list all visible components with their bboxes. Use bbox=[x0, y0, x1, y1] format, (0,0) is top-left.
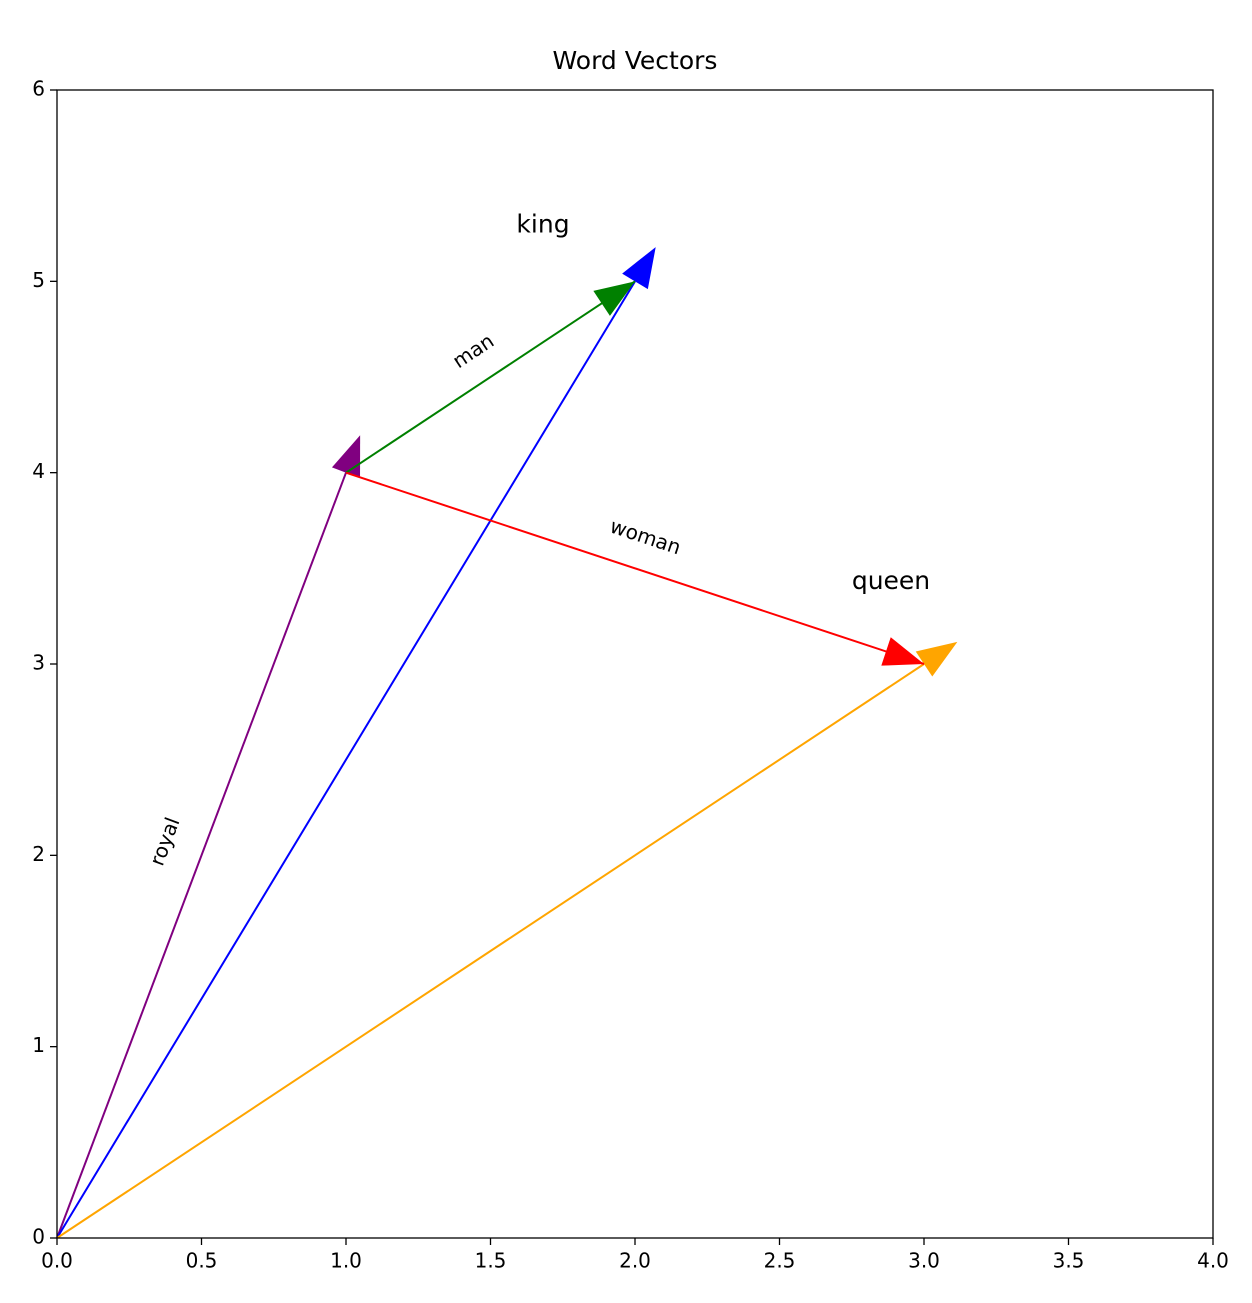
y-tick-label: 6 bbox=[32, 77, 45, 101]
arrow-head bbox=[593, 281, 635, 316]
x-tick-label: 4.0 bbox=[1197, 1249, 1229, 1273]
y-tick-label: 1 bbox=[32, 1033, 45, 1057]
vector-label: king bbox=[516, 209, 569, 238]
vector-line bbox=[345, 471, 925, 665]
vector-label: queen bbox=[852, 566, 930, 595]
vector-line bbox=[56, 472, 347, 1239]
chart-title: Word Vectors bbox=[553, 46, 718, 75]
vector bbox=[56, 247, 656, 1239]
arrow-head bbox=[881, 637, 924, 666]
y-tick-label: 4 bbox=[32, 459, 45, 483]
y-tick-label: 0 bbox=[32, 1225, 45, 1249]
vector-line bbox=[56, 663, 925, 1239]
x-tick-label: 1.0 bbox=[330, 1249, 362, 1273]
x-tick-label: 2.5 bbox=[764, 1249, 796, 1273]
x-tick-label: 3.0 bbox=[908, 1249, 940, 1273]
arrow-head bbox=[622, 247, 656, 290]
plot-frame bbox=[56, 89, 1214, 1239]
x-tick-label: 0.5 bbox=[186, 1249, 218, 1273]
vector bbox=[56, 435, 361, 1239]
vector-label: woman bbox=[607, 514, 684, 560]
vector-line bbox=[56, 280, 636, 1239]
vector bbox=[345, 280, 636, 474]
x-tick-label: 3.5 bbox=[1053, 1249, 1085, 1273]
y-tick-label: 3 bbox=[32, 651, 45, 675]
y-tick-label: 2 bbox=[32, 842, 45, 866]
x-tick-label: 1.5 bbox=[475, 1249, 507, 1273]
arrow-head bbox=[915, 641, 958, 677]
vector-label: royal bbox=[145, 814, 185, 869]
y-tick-label: 5 bbox=[32, 268, 45, 292]
vector-label: man bbox=[448, 328, 498, 373]
vector bbox=[345, 471, 925, 666]
vector-line bbox=[345, 280, 636, 474]
vector bbox=[56, 641, 958, 1239]
x-tick-label: 0.0 bbox=[41, 1249, 73, 1273]
x-tick-label: 2.0 bbox=[619, 1249, 651, 1273]
